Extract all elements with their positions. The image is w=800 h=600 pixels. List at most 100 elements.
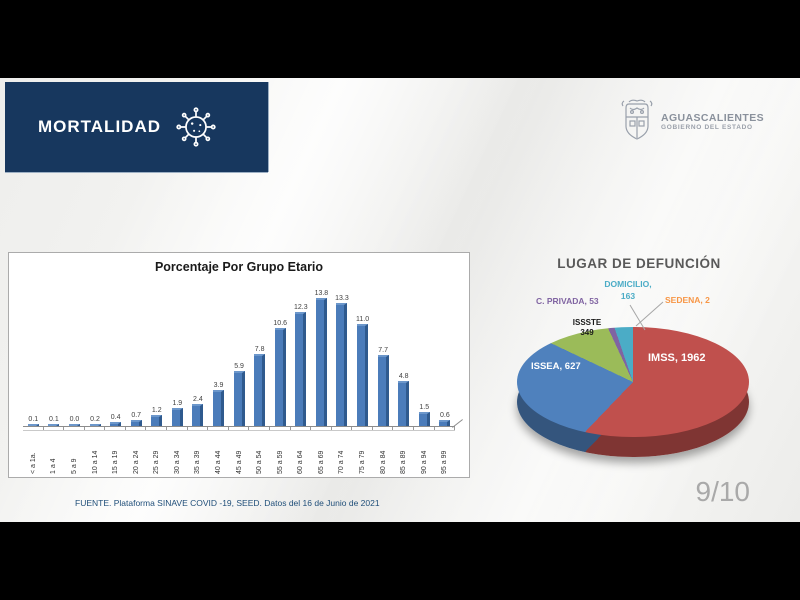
bar [151, 414, 163, 426]
bar-value-label: 7.7 [378, 346, 388, 354]
x-axis-ticks [23, 427, 456, 431]
x-axis-label: 10 a 14 [91, 450, 99, 474]
bar-column: 1.2 [146, 407, 167, 426]
x-axis-tick [208, 427, 229, 430]
bar [27, 424, 39, 426]
pie-label-issea: ISSEA, 627 [531, 361, 581, 372]
pie-label-sedena: SEDENA, 2 [665, 295, 710, 305]
x-axis-label: 75 a 79 [359, 450, 367, 474]
coronavirus-icon [176, 107, 216, 147]
x-axis-tick [229, 427, 250, 430]
bar-column: 0.7 [126, 411, 147, 426]
bar-value-label: 13.8 [314, 289, 329, 297]
bar [89, 424, 101, 426]
bar-column: 1.9 [167, 400, 188, 426]
pie-chart: LUGAR DE DEFUNCIÓN DOMICILIO, 163 SEDENA… [486, 256, 792, 492]
x-axis-label: 50 a 54 [256, 450, 264, 474]
x-axis-tick [352, 427, 373, 430]
bar [171, 408, 183, 426]
bar [439, 420, 451, 426]
bar-chart-plot-area: 0.1 0.1 0.0 0.2 0.4 0.7 1.2 1.9 2.4 3.9 5.9 7.8 10.6… [23, 278, 463, 474]
bar-value-label: 0.4 [110, 414, 121, 422]
bar-column: 13.3 [332, 294, 353, 426]
bar-column: 13.8 [311, 290, 332, 426]
bar-column: 0.1 [44, 416, 65, 426]
x-axis-label: 85 a 89 [400, 450, 408, 474]
x-axis-tick [105, 427, 126, 430]
bar-column: 1.5 [414, 404, 435, 426]
bar-value-label: 0.6 [439, 412, 450, 420]
source-note: FUENTE. Plataforma SINAVE COVID -19, SEE… [75, 498, 380, 508]
x-axis-label: 80 a 84 [379, 450, 387, 474]
bar-column: 10.6 [270, 320, 291, 426]
x-axis-tick [291, 427, 312, 430]
bar-chart-bars: 0.1 0.1 0.0 0.2 0.4 0.7 1.2 1.9 2.4 3.9 5.9 7.8 10.6… [23, 278, 463, 428]
bar [110, 422, 122, 426]
x-axis-label: 5 a 9 [70, 458, 78, 474]
bar-column: 11.0 [352, 316, 373, 426]
x-axis-label: 40 a 44 [214, 450, 222, 474]
x-axis-label: 35 a 39 [194, 450, 202, 474]
bar [295, 311, 307, 426]
x-axis-tick [167, 427, 188, 430]
pie-label-issste: ISSSTE 349 [572, 318, 602, 338]
slide-header: MORTALIDAD [5, 82, 268, 172]
bar-value-label: 1.9 [172, 400, 183, 408]
bar-value-label: 0.1 [49, 416, 59, 423]
bar-value-label: 2.4 [193, 395, 203, 403]
bar-value-label: 3.9 [213, 381, 224, 389]
bar-chart-panel: Porcentaje Por Grupo Etario 0.1 0.1 0.0 0.2… [8, 252, 470, 478]
bar [336, 302, 348, 426]
bar-column: 0.2 [85, 416, 106, 426]
bar-column: 7.8 [249, 346, 270, 426]
bar-value-label: 4.8 [398, 373, 409, 381]
x-axis-label: 25 a 29 [153, 450, 161, 474]
pie-label-imss: IMSS, 1962 [648, 352, 706, 364]
x-axis-tick [373, 427, 394, 430]
bar-column: 0.6 [435, 412, 456, 426]
x-axis-label: 55 a 59 [276, 450, 284, 474]
x-axis-tick [311, 427, 332, 430]
x-axis-label: 70 a 74 [338, 450, 346, 474]
x-axis-tick [414, 427, 435, 430]
page-number: 9/10 [695, 476, 751, 507]
bar-column: 0.1 [23, 416, 44, 426]
bar-column: 4.8 [393, 373, 414, 426]
x-axis-tick [270, 427, 291, 430]
bar-column: 3.9 [208, 382, 229, 426]
bar-value-label: 11.0 [355, 315, 370, 323]
bar [418, 412, 430, 426]
bar [68, 424, 80, 426]
government-logo-text: AGUASCALIENTES GOBIERNO DEL ESTADO [661, 112, 764, 131]
coat-of-arms-icon [621, 99, 653, 140]
x-axis-label: 20 a 24 [132, 450, 140, 474]
x-axis-label: 60 a 64 [297, 450, 305, 474]
bar-value-label: 0.7 [131, 411, 142, 419]
bar-column: 12.3 [291, 304, 312, 426]
x-axis-tick [85, 427, 106, 430]
x-axis-label: 45 a 49 [235, 450, 243, 474]
bar-value-label: 1.2 [151, 406, 162, 414]
bar-value-label: 7.8 [254, 345, 265, 353]
x-axis-tick [249, 427, 270, 430]
x-axis-labels: < a 1a. 1 a 4 5 a 9 10 a 14 15 a 19 20 a 24 25… [23, 431, 455, 474]
government-subtitle: GOBIERNO DEL ESTADO [661, 123, 753, 131]
bar [398, 381, 410, 426]
bar-value-label: 0.2 [90, 416, 100, 423]
x-axis-label: 65 a 69 [317, 450, 325, 474]
government-logo: AGUASCALIENTES GOBIERNO DEL ESTADO [620, 98, 764, 144]
bar-value-label: 0.0 [69, 416, 80, 423]
bar-column: 0.0 [64, 416, 85, 426]
bar [377, 354, 389, 426]
x-axis-tick [44, 427, 65, 430]
pie-label-domicilio: DOMICILIO, 163 [604, 279, 652, 302]
x-axis-tick [435, 427, 456, 430]
x-axis-tick [126, 427, 147, 430]
presentation-slide: MORTALIDAD [0, 78, 800, 522]
bar-value-label: 13.3 [335, 294, 349, 302]
pie-chart-title: LUGAR DE DEFUNCIÓN [557, 256, 721, 271]
bar [274, 327, 286, 426]
bar-value-label: 12.3 [293, 303, 308, 311]
x-axis-tick [188, 427, 209, 430]
x-axis-label: 30 a 34 [173, 450, 181, 474]
